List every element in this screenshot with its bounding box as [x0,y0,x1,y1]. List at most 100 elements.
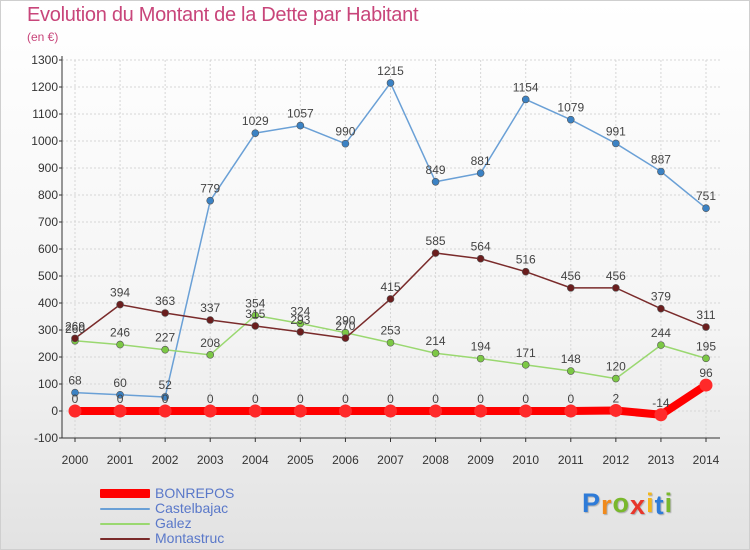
data-label: 0 [522,392,529,406]
x-tick-label: 2007 [377,453,404,467]
logo-letter: r [601,490,613,520]
data-label: 0 [207,392,214,406]
data-label: 1154 [513,80,539,94]
data-label: 394 [110,286,130,300]
data-point [657,167,665,176]
data-point [71,334,79,343]
x-tick-label: 2014 [693,453,720,467]
logo-letter: x [630,490,647,520]
x-tick-label: 2010 [512,453,539,467]
data-label: 1215 [377,64,404,78]
data-point [566,284,575,292]
x-tick-label: 2003 [197,453,224,467]
data-label: 253 [380,324,400,338]
data-point [476,169,485,177]
data-point [431,349,440,358]
x-tick-label: 2009 [467,453,494,467]
data-label: 991 [606,124,626,138]
data-label: 270 [335,319,355,333]
data-label: 990 [335,125,355,139]
data-point [161,345,169,354]
data-label: 354 [245,296,265,310]
data-point [251,322,260,330]
logo-letter: i [646,488,655,518]
data-label: 260 [65,322,85,336]
data-label: 293 [290,313,310,327]
data-label: 564 [471,240,491,254]
data-point [158,404,172,418]
data-label: 324 [290,305,310,319]
data-label: 269 [65,319,85,333]
data-point [341,334,350,342]
data-label: 96 [699,366,713,380]
data-label: 415 [380,280,400,294]
data-point [68,404,82,418]
y-tick-label: 1000 [31,134,58,148]
data-label: 337 [200,301,220,315]
data-point [296,121,305,130]
data-point [113,404,127,418]
series-galez [71,311,710,383]
data-point [161,309,169,317]
data-label: 516 [516,253,536,267]
y-tick-label: 700 [38,215,58,229]
data-point [431,249,440,257]
data-label: 1079 [557,101,584,115]
data-label: 148 [561,352,581,366]
data-label: 311 [696,308,715,322]
data-point [116,340,124,349]
legend-swatch [100,523,150,525]
data-point [612,374,620,383]
series-castelbajac [71,79,710,401]
chart-unit: (en €) [27,30,59,44]
data-label: 120 [606,360,626,374]
data-label: 849 [426,163,446,177]
logo-letter: t [654,490,665,520]
data-point [386,295,395,303]
y-tick-label: 300 [38,323,58,337]
data-label: 315 [245,307,265,321]
x-tick-label: 2012 [603,453,630,467]
data-label: 195 [696,339,716,353]
data-label: 1029 [242,114,269,128]
data-label: 68 [68,374,82,388]
data-point [203,404,217,418]
x-tick-label: 2008 [422,453,449,467]
data-point [338,404,352,418]
y-tick-label: 500 [38,269,58,283]
data-point [251,311,260,320]
data-point [386,338,395,347]
x-tick-label: 2002 [152,453,179,467]
data-point [521,95,530,104]
data-point [206,196,215,205]
series-bonrepos [68,378,713,422]
logo-letter: o [612,488,631,518]
data-label: 52 [158,378,172,392]
data-label: 0 [342,392,349,406]
series-montastruc [71,249,710,343]
data-point [612,284,620,292]
data-point [654,408,668,422]
y-tick-label: 800 [38,188,58,202]
data-label: 208 [200,336,220,350]
logo-letter: P [582,488,602,518]
x-tick-label: 2004 [242,453,269,467]
data-label: 0 [567,392,574,406]
legend-label: Montastruc [155,530,225,546]
x-tick-label: 2005 [287,453,314,467]
data-point [519,404,533,418]
data-point [612,139,620,148]
data-point [474,404,488,418]
data-label: 456 [561,269,581,283]
y-tick-label: 1300 [31,53,58,67]
data-point [116,300,124,309]
data-point [206,351,215,359]
data-label: 2 [613,391,620,405]
x-tick-label: 2013 [648,453,675,467]
data-point [702,323,710,331]
data-label: 0 [117,392,124,406]
data-label: 194 [471,340,491,354]
legend-swatch [100,489,150,498]
data-label: 0 [387,392,394,406]
